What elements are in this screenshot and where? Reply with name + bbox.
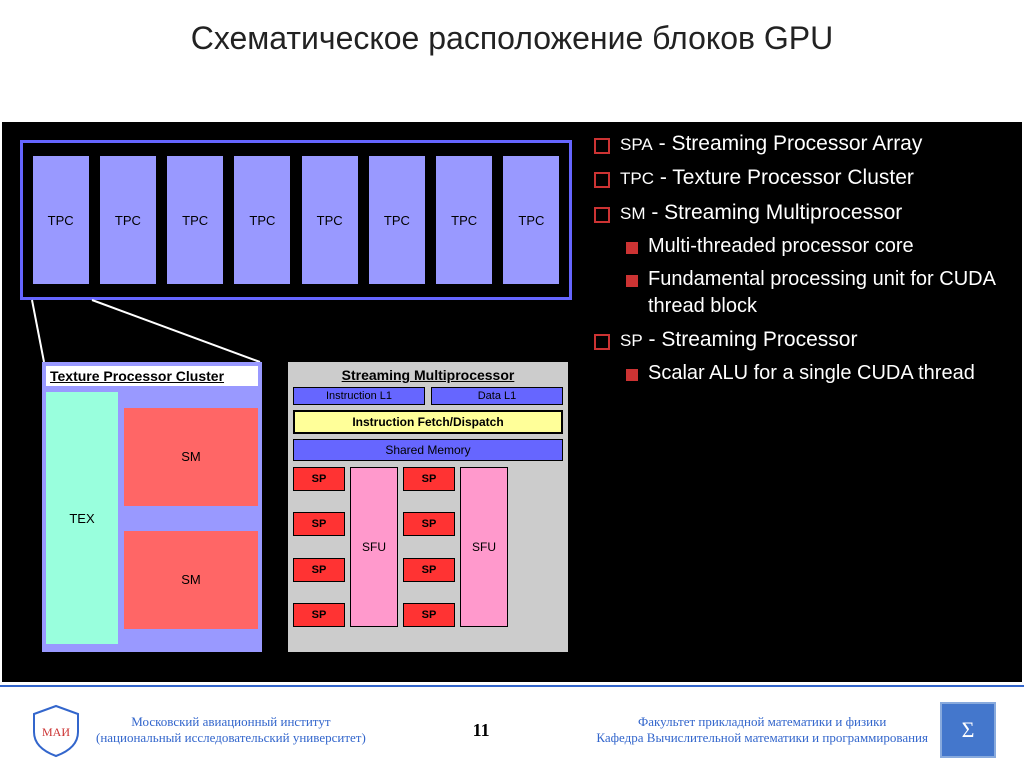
- tpc-block: TPC: [100, 156, 156, 284]
- sm-block: SM: [124, 531, 258, 629]
- pmf-logo-icon: Σ: [940, 702, 996, 758]
- legend-item: SM - Streaming Multiprocessor: [590, 199, 1010, 227]
- data-cache: Data L1: [431, 387, 563, 405]
- legend-item: SPA - Streaming Processor Array: [590, 130, 1010, 158]
- sp-block: SP: [293, 512, 345, 536]
- instruction-cache: Instruction L1: [293, 387, 425, 405]
- sfu-block: SFU: [460, 467, 508, 627]
- mai-logo-icon: МАИ: [28, 702, 84, 758]
- legend-subitem: Scalar ALU for a single CUDA thread: [590, 360, 1010, 387]
- tex-block: TEX: [46, 392, 118, 644]
- tpc-detail-title: Texture Processor Cluster: [46, 366, 258, 386]
- slide-title: Схематическое расположение блоков GPU: [0, 0, 1024, 71]
- sp-block: SP: [403, 512, 455, 536]
- dispatch-block: Instruction Fetch/Dispatch: [293, 410, 563, 434]
- tpc-detail-panel: Texture Processor Cluster TEX SM SM: [42, 362, 262, 652]
- sp-block: SP: [403, 603, 455, 627]
- sm-detail-title: Streaming Multiprocessor: [293, 365, 563, 387]
- legend-subitem: Fundamental processing unit for CUDA thr…: [590, 266, 1010, 320]
- shared-memory-block: Shared Memory: [293, 439, 563, 461]
- sp-block: SP: [403, 558, 455, 582]
- tpc-block: TPC: [369, 156, 425, 284]
- legend: SPA - Streaming Processor Array TPC - Te…: [590, 130, 1010, 393]
- tpc-block: TPC: [302, 156, 358, 284]
- sm-detail-panel: Streaming Multiprocessor Instruction L1 …: [288, 362, 568, 652]
- legend-item: TPC - Texture Processor Cluster: [590, 164, 1010, 192]
- tpc-array: TPC TPC TPC TPC TPC TPC TPC TPC: [20, 140, 572, 300]
- tpc-block: TPC: [436, 156, 492, 284]
- sp-block: SP: [293, 467, 345, 491]
- svg-text:МАИ: МАИ: [42, 725, 70, 739]
- sfu-block: SFU: [350, 467, 398, 627]
- sp-block: SP: [293, 558, 345, 582]
- tpc-block: TPC: [503, 156, 559, 284]
- slide-footer: МАИ Московский авиационный институт (нац…: [0, 685, 1024, 767]
- footer-left-text: Московский авиационный институт (национа…: [96, 714, 366, 747]
- legend-subitem: Multi-threaded processor core: [590, 233, 1010, 260]
- tpc-block: TPC: [234, 156, 290, 284]
- tpc-block: TPC: [33, 156, 89, 284]
- legend-item: SP - Streaming Processor: [590, 326, 1010, 354]
- page-number: 11: [473, 720, 490, 741]
- footer-right-text: Факультет прикладной математики и физики…: [596, 714, 928, 747]
- tpc-block: TPC: [167, 156, 223, 284]
- sp-block: SP: [293, 603, 345, 627]
- sm-block: SM: [124, 408, 258, 506]
- diagram-area: TPC TPC TPC TPC TPC TPC TPC TPC Texture …: [2, 122, 1022, 682]
- sp-block: SP: [403, 467, 455, 491]
